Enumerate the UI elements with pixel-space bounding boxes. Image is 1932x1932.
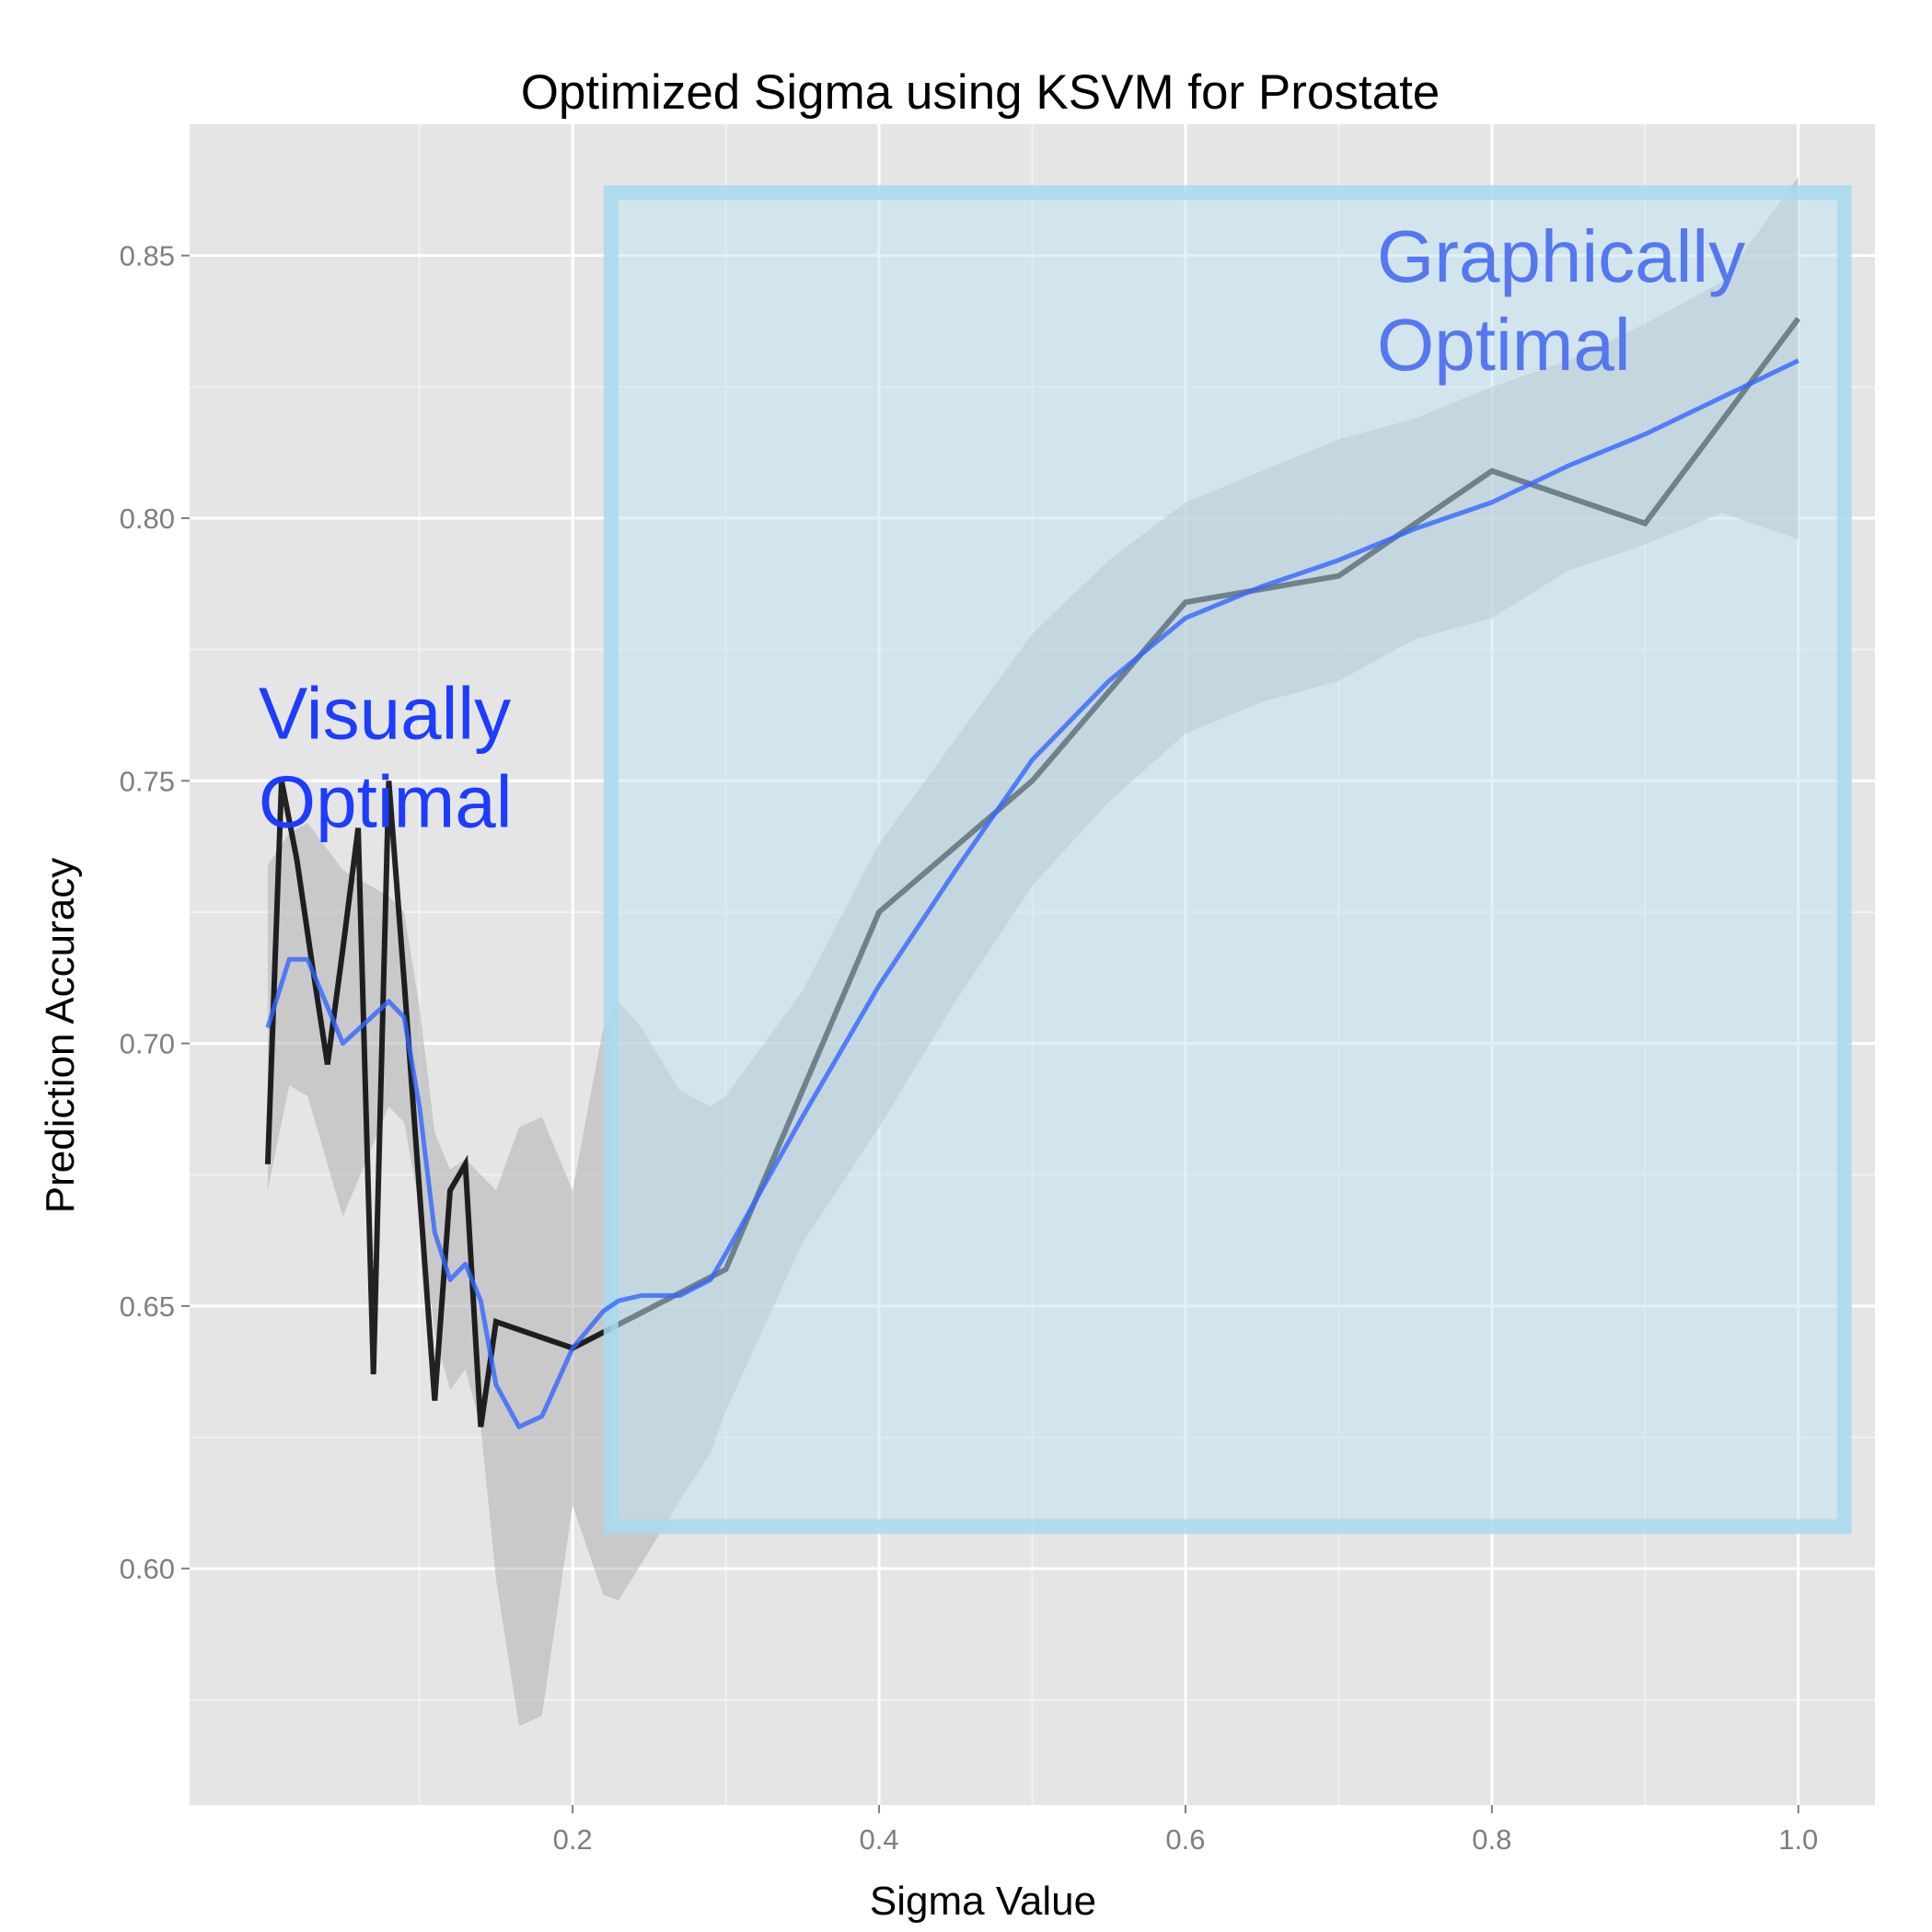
x-tick-label: 0.6	[1165, 1823, 1205, 1856]
x-tick-label: 0.8	[1472, 1823, 1511, 1856]
y-axis: 0.60 0.65 0.70 0.75 0.80 0.85	[120, 240, 190, 1585]
smoothed-accuracy-line	[265, 358, 1799, 1429]
highlight-region	[603, 185, 1852, 1534]
y-axis-title: Prediction Accuracy	[38, 858, 83, 1213]
y-tick-label: 0.80	[120, 503, 175, 535]
annotation-text: Visually Optimal	[259, 673, 513, 843]
y-tick-label: 0.60	[120, 1553, 175, 1585]
x-tick-label: 1.0	[1778, 1823, 1818, 1856]
x-axis-title: Sigma Value	[870, 1879, 1096, 1924]
y-tick-label: 0.85	[120, 240, 175, 272]
smooth-layer	[265, 358, 1799, 1429]
y-tick-label: 0.70	[120, 1028, 175, 1060]
annotation-line: Optimal	[259, 761, 513, 843]
chart-title: Optimized Sigma using KSVM for Prostate	[521, 65, 1440, 120]
highlight-layer	[603, 185, 1852, 1534]
x-axis: 0.2 0.4 0.6 0.8 1.0	[553, 1805, 1818, 1856]
x-tick-label: 0.2	[553, 1823, 593, 1856]
annotation-line: Optimal	[1377, 304, 1631, 386]
annotation-line: Visually	[259, 673, 511, 755]
annotation-text: Graphically Optimal	[1377, 215, 1745, 386]
y-tick-label: 0.75	[120, 765, 175, 797]
annotation-line: Graphically	[1377, 215, 1745, 297]
x-tick-label: 0.4	[859, 1823, 898, 1856]
y-tick-label: 0.65	[120, 1290, 175, 1323]
